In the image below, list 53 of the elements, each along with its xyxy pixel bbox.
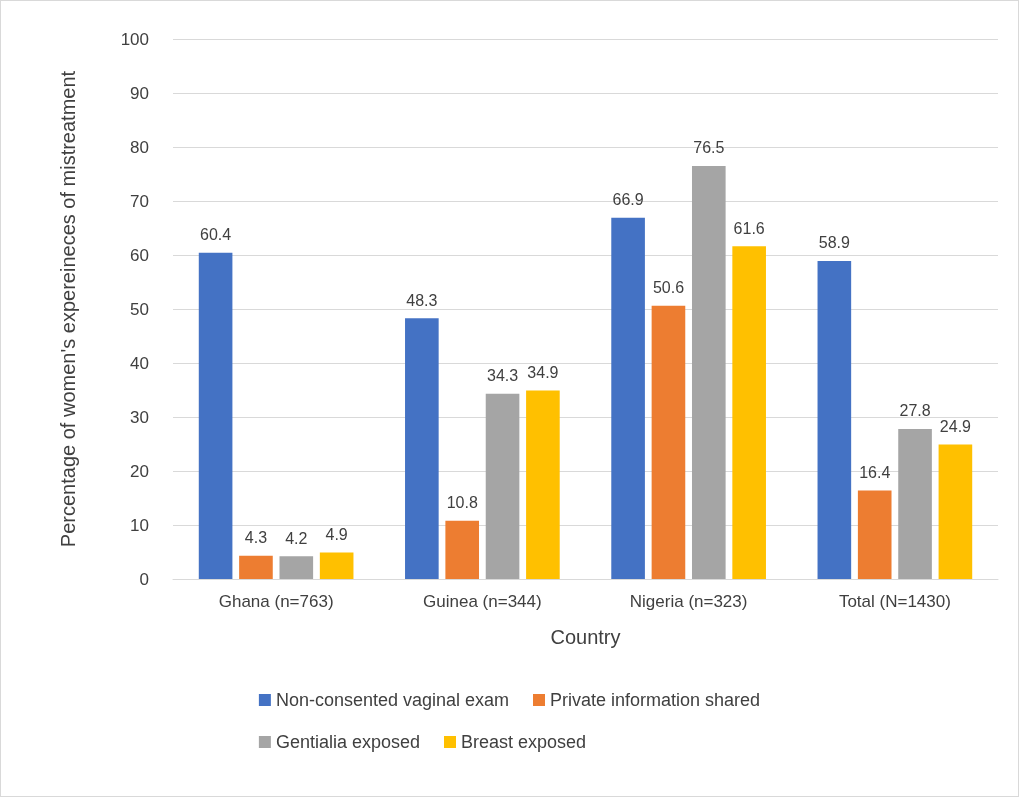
y-tick-label: 30 — [130, 407, 149, 427]
data-label: 58.9 — [818, 234, 851, 252]
data-label: 48.3 — [406, 291, 438, 309]
data-label: 34.3 — [486, 367, 519, 385]
x-axis-title: Country — [550, 626, 621, 648]
bar — [405, 318, 439, 579]
data-label: 10.8 — [446, 494, 478, 512]
legend-label: Gentialia exposed — [275, 732, 420, 752]
data-label: 61.6 — [733, 219, 765, 237]
data-label: 66.9 — [612, 191, 644, 209]
x-tick-label: Ghana (n=763) — [218, 592, 334, 611]
data-label: 24.9 — [939, 418, 972, 436]
data-label: 4.3 — [244, 529, 268, 547]
bar — [198, 252, 233, 579]
y-axis-title: Percentage of women's expereineces of mistreatment — [57, 70, 79, 548]
bar — [319, 552, 354, 579]
bar — [239, 555, 273, 579]
x-tick-label: Guinea (n=344) — [423, 592, 542, 611]
y-tick-label: 50 — [130, 299, 149, 319]
data-label: 60.4 — [200, 226, 232, 244]
y-tick-label: 90 — [130, 83, 149, 103]
y-tick-label: 80 — [130, 137, 149, 157]
y-tick-label: 70 — [130, 191, 149, 211]
bar — [938, 444, 973, 579]
bar — [898, 428, 932, 579]
data-label: 27.8 — [899, 402, 931, 420]
data-label: 34.9 — [527, 364, 559, 382]
bar — [485, 393, 520, 579]
data-label: 16.4 — [859, 463, 891, 481]
x-tick-label: Nigeria (n=323) — [629, 592, 748, 611]
y-tick-label: 0 — [139, 569, 149, 589]
data-label: 76.5 — [693, 139, 725, 157]
y-tick-label: 40 — [130, 353, 149, 373]
bar — [691, 165, 726, 579]
legend-label: Non-consented vaginal exam — [275, 690, 510, 710]
bar — [611, 217, 645, 579]
bar — [445, 520, 480, 579]
data-label: 4.9 — [325, 526, 348, 544]
y-tick-label: 10 — [130, 515, 149, 535]
bar — [857, 490, 892, 579]
legend-label: Breast exposed — [460, 732, 587, 752]
data-label: 4.2 — [285, 529, 308, 547]
y-tick-label: 60 — [130, 245, 149, 265]
y-tick-label: 20 — [130, 461, 149, 481]
bar — [279, 556, 314, 579]
bar — [651, 305, 686, 579]
legend-label: Private information shared — [550, 690, 761, 710]
bar — [732, 246, 766, 579]
bar — [817, 260, 852, 579]
x-tick-label: Total (N=1430) — [838, 592, 951, 611]
bar — [526, 390, 560, 579]
data-label: 50.6 — [652, 279, 685, 297]
y-tick-label: 100 — [120, 29, 149, 49]
